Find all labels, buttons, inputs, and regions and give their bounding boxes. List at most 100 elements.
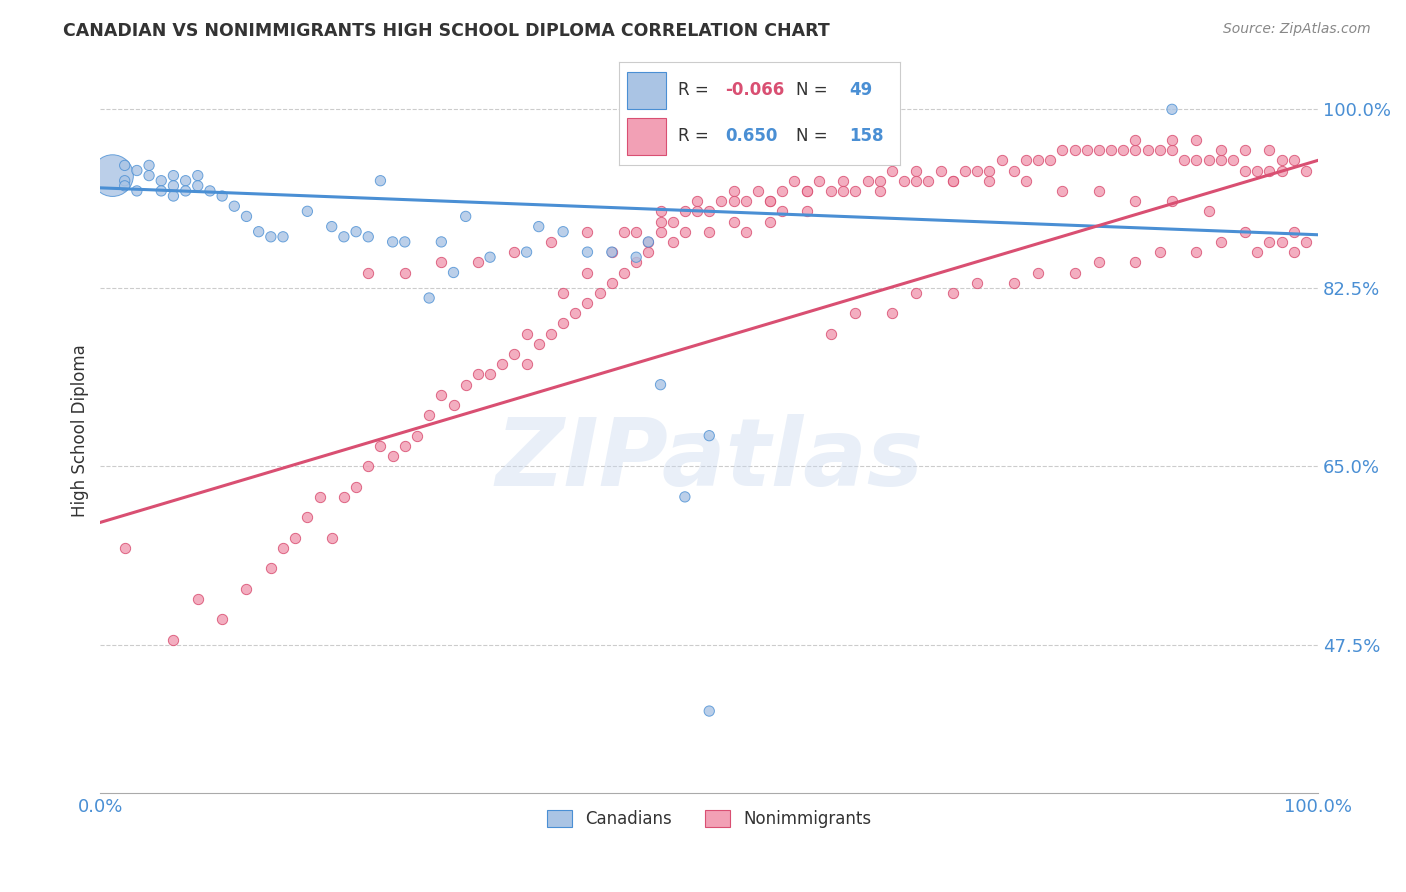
Point [516,357,538,371]
Point [723,214,745,228]
Point [953,163,976,178]
Point [1161,133,1184,147]
Point [150,174,173,188]
Point [1063,265,1085,279]
Point [1015,174,1038,188]
Point [101,169,124,183]
Point [138,158,160,172]
Point [1246,163,1268,178]
Point [723,194,745,208]
Point [1052,143,1074,157]
Point [1209,153,1232,168]
Point [138,169,160,183]
Point [1125,255,1147,269]
Point [796,184,818,198]
Point [1076,143,1098,157]
Point [966,163,988,178]
Point [613,265,636,279]
Point [759,194,782,208]
Point [162,632,184,647]
Point [357,229,380,244]
Point [187,169,209,183]
Point [1125,194,1147,208]
Point [467,255,489,269]
Point [333,229,356,244]
Point [406,428,429,442]
Point [759,214,782,228]
Point [723,184,745,198]
Point [832,184,855,198]
Point [321,219,343,234]
Point [1295,163,1317,178]
Point [1026,265,1049,279]
Point [125,184,148,198]
Point [260,229,283,244]
Point [820,326,842,341]
Text: -0.066: -0.066 [725,81,785,99]
Point [381,235,404,249]
Point [1125,143,1147,157]
Point [686,194,709,208]
Point [1271,153,1294,168]
Point [942,174,965,188]
Text: ZIPatlas: ZIPatlas [495,414,924,506]
Point [333,490,356,504]
Point [344,225,367,239]
Point [979,174,1001,188]
Point [321,531,343,545]
Point [1282,153,1305,168]
Point [308,490,330,504]
Point [673,225,696,239]
Point [856,174,879,188]
Point [673,204,696,219]
Point [905,174,928,188]
Point [770,204,793,219]
Point [430,235,453,249]
Point [527,219,550,234]
Point [576,296,599,310]
Point [661,235,683,249]
Point [650,204,672,219]
Point [370,439,392,453]
Point [1002,276,1025,290]
Point [576,265,599,279]
Point [114,178,136,193]
Text: R =: R = [678,81,714,99]
Point [162,189,184,203]
Point [211,189,233,203]
Point [942,174,965,188]
Point [686,204,709,219]
Point [759,194,782,208]
Point [844,306,866,320]
Point [1234,163,1257,178]
Text: N =: N = [796,81,832,99]
Point [966,276,988,290]
Text: 49: 49 [849,81,873,99]
Point [235,210,257,224]
Point [1088,255,1111,269]
Point [394,439,416,453]
Point [418,409,440,423]
Text: 158: 158 [849,128,884,145]
Point [211,612,233,626]
Point [624,255,647,269]
Point [600,245,623,260]
Point [942,285,965,300]
Point [114,174,136,188]
Point [527,337,550,351]
Point [1258,143,1281,157]
Point [1002,163,1025,178]
Point [516,326,538,341]
Point [357,265,380,279]
Point [479,368,502,382]
Point [344,480,367,494]
Point [905,163,928,178]
Point [1161,194,1184,208]
Point [1282,245,1305,260]
Point [1099,143,1122,157]
Text: R =: R = [678,128,718,145]
Point [540,326,562,341]
Point [1222,153,1244,168]
Point [125,163,148,178]
Point [1258,163,1281,178]
